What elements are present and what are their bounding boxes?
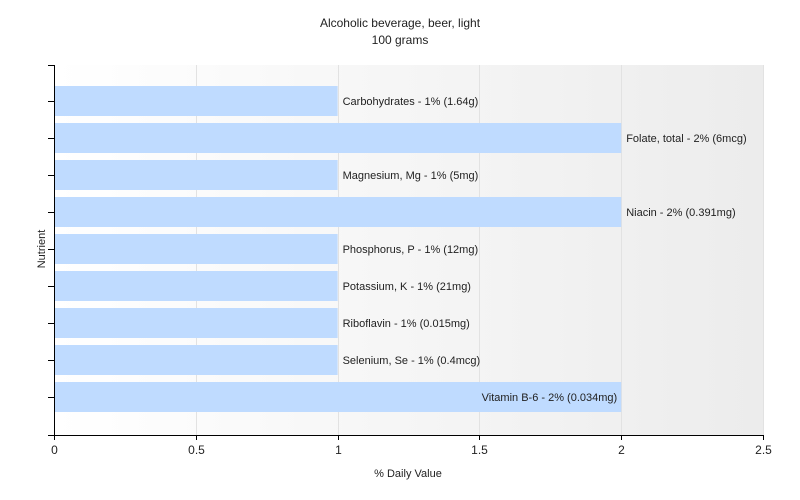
x-axis-title: % Daily Value: [374, 468, 442, 480]
bar-data-label: Phosphorus, P - 1% (12mg): [343, 244, 479, 256]
bar-data-label: Magnesium, Mg - 1% (5mg): [343, 170, 479, 182]
x-tick-label: 2.5: [755, 443, 772, 457]
bar-data-label: Selenium, Se - 1% (0.4mcg): [343, 355, 481, 367]
bar-data-label: Carbohydrates - 1% (1.64g): [343, 96, 479, 108]
bar: [55, 345, 338, 375]
bar: [55, 160, 338, 190]
bar: [55, 308, 338, 338]
x-tick-label: 0: [51, 443, 58, 457]
bar-data-label: Vitamin B-6 - 2% (0.034mg): [482, 392, 618, 404]
bar: [55, 123, 622, 153]
bar: [55, 271, 338, 301]
bars: [55, 86, 622, 412]
x-tick-label: 1: [335, 443, 342, 457]
x-tick-label: 2: [618, 443, 625, 457]
bar: [55, 382, 622, 412]
bar: [55, 234, 338, 264]
axes: 0 0.5 1 1.5 2 2.5: [48, 65, 772, 457]
bar-data-label: Niacin - 2% (0.391mg): [626, 207, 735, 219]
bar-data-label: Potassium, K - 1% (21mg): [343, 281, 471, 293]
y-axis-title: Nutrient: [36, 230, 48, 269]
bar-data-label: Riboflavin - 1% (0.015mg): [343, 318, 470, 330]
bar: [55, 197, 622, 227]
data-labels: Carbohydrates - 1% (1.64g) Folate, total …: [343, 96, 747, 404]
bar-data-label: Folate, total - 2% (6mcg): [626, 133, 746, 145]
chart-title: Alcoholic beverage, beer, light: [320, 16, 481, 30]
bar: [55, 86, 338, 116]
x-tick-label: 1.5: [471, 443, 488, 457]
x-tick-label: 0.5: [188, 443, 205, 457]
chart-subtitle: 100 grams: [372, 33, 429, 47]
